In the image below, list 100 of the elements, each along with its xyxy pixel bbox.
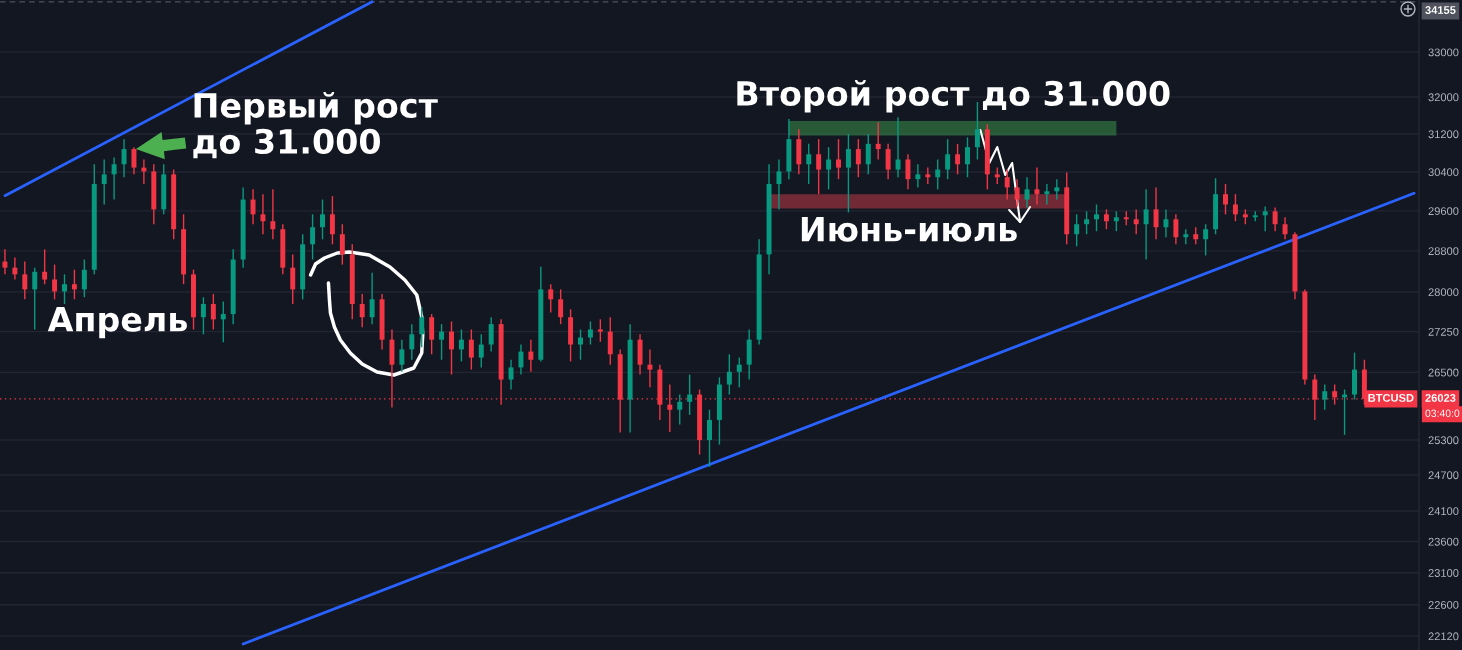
candlestick	[965, 136, 970, 178]
candlestick	[369, 272, 375, 325]
ref-line-label: 26023	[1425, 393, 1456, 402]
candlestick	[2, 248, 8, 276]
candlestick	[1133, 208, 1139, 235]
candlestick	[915, 163, 921, 189]
candlestick	[270, 188, 276, 240]
candlestick	[111, 156, 117, 201]
annotation: Июнь-июль	[801, 217, 1017, 242]
candlestick	[488, 316, 494, 353]
candlestick	[1203, 223, 1209, 257]
candlestick	[1113, 210, 1119, 232]
candlestick	[816, 138, 822, 195]
candlestick	[22, 260, 28, 300]
y-tick-label: 26500	[1428, 368, 1459, 377]
candlestick	[200, 296, 206, 335]
candlestick	[1004, 168, 1010, 201]
candlestick	[429, 313, 435, 355]
candlestick	[1232, 193, 1238, 222]
candlestick	[409, 323, 415, 361]
y-tick-label: 25300	[1428, 436, 1459, 445]
candlestick	[1074, 213, 1080, 247]
candlestick	[736, 356, 742, 388]
candlestick	[607, 316, 613, 366]
candlestick	[875, 121, 881, 161]
y-tick-label: 30400	[1428, 168, 1459, 177]
candlestick	[677, 393, 683, 426]
candlestick	[1282, 216, 1288, 240]
candlestick	[836, 138, 841, 180]
candlestick	[925, 166, 931, 185]
candlestick	[726, 353, 732, 396]
candlestick	[845, 133, 851, 214]
candlestick	[42, 248, 48, 285]
candlestick	[329, 195, 335, 245]
candlestick	[62, 273, 67, 305]
candlestick	[528, 338, 534, 373]
candlestick	[1183, 228, 1189, 245]
candlestick	[1143, 188, 1149, 261]
candlestick	[220, 300, 226, 344]
candlestick	[518, 343, 524, 376]
candlestick	[855, 138, 861, 178]
candlestick	[1014, 178, 1020, 208]
candlestick	[974, 101, 980, 161]
y-tick-label: 24700	[1428, 471, 1459, 480]
candlestick	[1153, 186, 1159, 240]
y-tick-label: 22600	[1428, 601, 1459, 609]
candlestick	[1044, 183, 1050, 206]
candlestick	[1024, 176, 1030, 209]
candlestick	[1173, 213, 1179, 245]
candlestick	[71, 269, 77, 300]
candlestick	[320, 198, 325, 240]
candlestick	[399, 338, 405, 373]
candlestick	[508, 359, 514, 391]
candlestick	[449, 320, 454, 376]
candlestick	[1163, 208, 1169, 238]
y-tick-label: 23600	[1428, 537, 1459, 546]
y-tick-label: 24100	[1428, 507, 1459, 516]
candlestick	[419, 306, 425, 348]
candlestick	[548, 283, 554, 314]
y-tick-label: 27250	[1428, 327, 1459, 336]
y-tick-label: 23100	[1428, 569, 1459, 577]
candlestick	[687, 373, 693, 416]
y-tick-label: 28000	[1428, 288, 1459, 297]
candlestick	[52, 263, 58, 300]
y-tick-label: 22120	[1428, 632, 1459, 641]
candlestick	[955, 143, 961, 176]
candlestick	[310, 213, 316, 261]
candlestick	[260, 193, 266, 235]
candlestick	[578, 328, 583, 361]
candlestick	[1322, 383, 1328, 411]
annotation: Апрель	[47, 307, 187, 339]
annotation: BTCUSD	[1368, 393, 1414, 402]
candlestick	[121, 138, 127, 178]
candlestick	[1084, 210, 1090, 235]
candlestick	[865, 133, 871, 176]
candlestick	[359, 293, 365, 329]
candlestick	[1103, 208, 1109, 230]
candlestick	[1223, 183, 1228, 216]
candlestick	[1054, 178, 1060, 201]
candlestick	[1272, 206, 1278, 232]
text: 03:40:0	[1425, 409, 1460, 417]
candlestick	[885, 143, 891, 180]
y-tick-label: 31200	[1428, 130, 1459, 139]
candlestick	[131, 146, 137, 176]
annotation: Первый рост до 31.000	[193, 92, 438, 159]
candlestick	[707, 409, 712, 468]
candlestick	[587, 320, 593, 346]
candlestick	[458, 328, 464, 363]
candlestick	[806, 143, 812, 185]
candlestick	[895, 116, 901, 178]
candlestick	[647, 348, 653, 388]
candlestick	[478, 333, 484, 369]
candlestick	[1034, 166, 1040, 206]
y-tick-label: 33000	[1428, 48, 1459, 57]
y-tick-label: 28800	[1428, 247, 1459, 255]
candlestick	[935, 158, 941, 191]
candlestick	[1094, 203, 1099, 232]
y-tick-label: 29600	[1428, 207, 1459, 215]
candlestick	[290, 253, 296, 305]
candlestick	[776, 158, 782, 211]
